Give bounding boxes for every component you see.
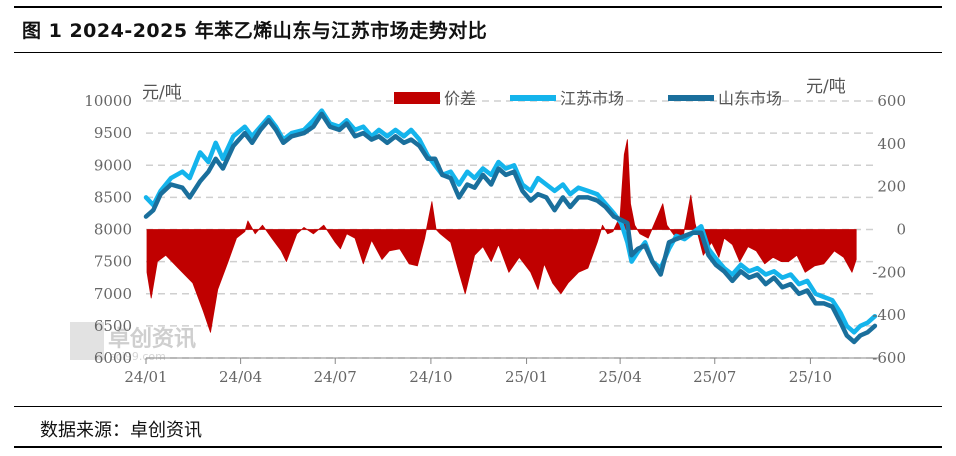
x-tick-label: 25/01 [505, 368, 548, 386]
spread-area [146, 139, 857, 333]
right-axis-unit: 元/吨 [806, 77, 846, 97]
title-rule [14, 52, 942, 53]
left-tick-label: 6500 [94, 317, 132, 335]
right-axis-ticks: 600 400 200 0 -200 -400 -600 [872, 92, 906, 367]
price-lines [143, 108, 878, 345]
left-tick-label: 9500 [94, 124, 132, 142]
right-tick-label: 200 [877, 178, 906, 196]
right-tick-label: -600 [872, 349, 906, 367]
legend-label-spread: 价差 [444, 89, 476, 108]
shandong-line [143, 111, 878, 345]
left-tick-label: 9000 [94, 156, 132, 174]
legend: 价差 江苏市场 山东市场 [394, 89, 782, 108]
x-tick-label: 25/07 [693, 368, 736, 386]
watermark: 卓创资讯 sci99.com [70, 322, 196, 363]
right-tick-label: 0 [896, 221, 906, 239]
x-axis: 24/01 24/04 24/07 24/10 25/01 25/04 25/07 25/10 [124, 357, 878, 386]
left-tick-label: 6000 [94, 349, 132, 367]
watermark-sub: sci99.com [110, 350, 166, 363]
legend-label-shandong: 山东市场 [718, 89, 782, 108]
x-tick-label: 24/10 [409, 368, 452, 386]
legend-swatch-shandong [668, 95, 714, 101]
jiangsu-line [143, 108, 878, 335]
right-tick-label: 400 [877, 135, 906, 153]
data-source: 数据来源：卓创资讯 [40, 420, 202, 441]
legend-swatch-jiangsu [510, 95, 556, 101]
left-tick-label: 8500 [94, 188, 132, 206]
top-rule [14, 6, 942, 8]
x-tick-label: 25/04 [599, 368, 642, 386]
x-tick-label: 25/10 [789, 368, 832, 386]
left-tick-label: 10000 [84, 92, 132, 110]
bottom-rule [14, 446, 942, 448]
left-tick-label: 7500 [94, 253, 132, 271]
spread-series [146, 139, 857, 333]
chart-title: 图 1 2024-2025 年苯乙烯山东与江苏市场走势对比 [22, 20, 488, 42]
footer-rule [14, 406, 942, 407]
x-tick-label: 24/07 [314, 368, 357, 386]
right-tick-label: -200 [872, 263, 906, 281]
x-tick-label: 24/04 [219, 368, 262, 386]
legend-label-jiangsu: 江苏市场 [560, 89, 624, 108]
left-axis-ticks: 10000 9500 9000 8500 8000 7500 7000 6500 6000 [84, 92, 132, 367]
left-tick-label: 7000 [94, 285, 132, 303]
watermark-logo [70, 322, 104, 360]
watermark-text: 卓创资讯 [108, 327, 196, 352]
right-tick-label: -400 [872, 306, 906, 324]
legend-swatch-spread [394, 92, 440, 104]
left-axis-unit: 元/吨 [142, 83, 182, 103]
left-tick-label: 8000 [94, 221, 132, 239]
right-tick-label: 600 [877, 92, 906, 110]
x-tick-label: 24/01 [124, 368, 167, 386]
